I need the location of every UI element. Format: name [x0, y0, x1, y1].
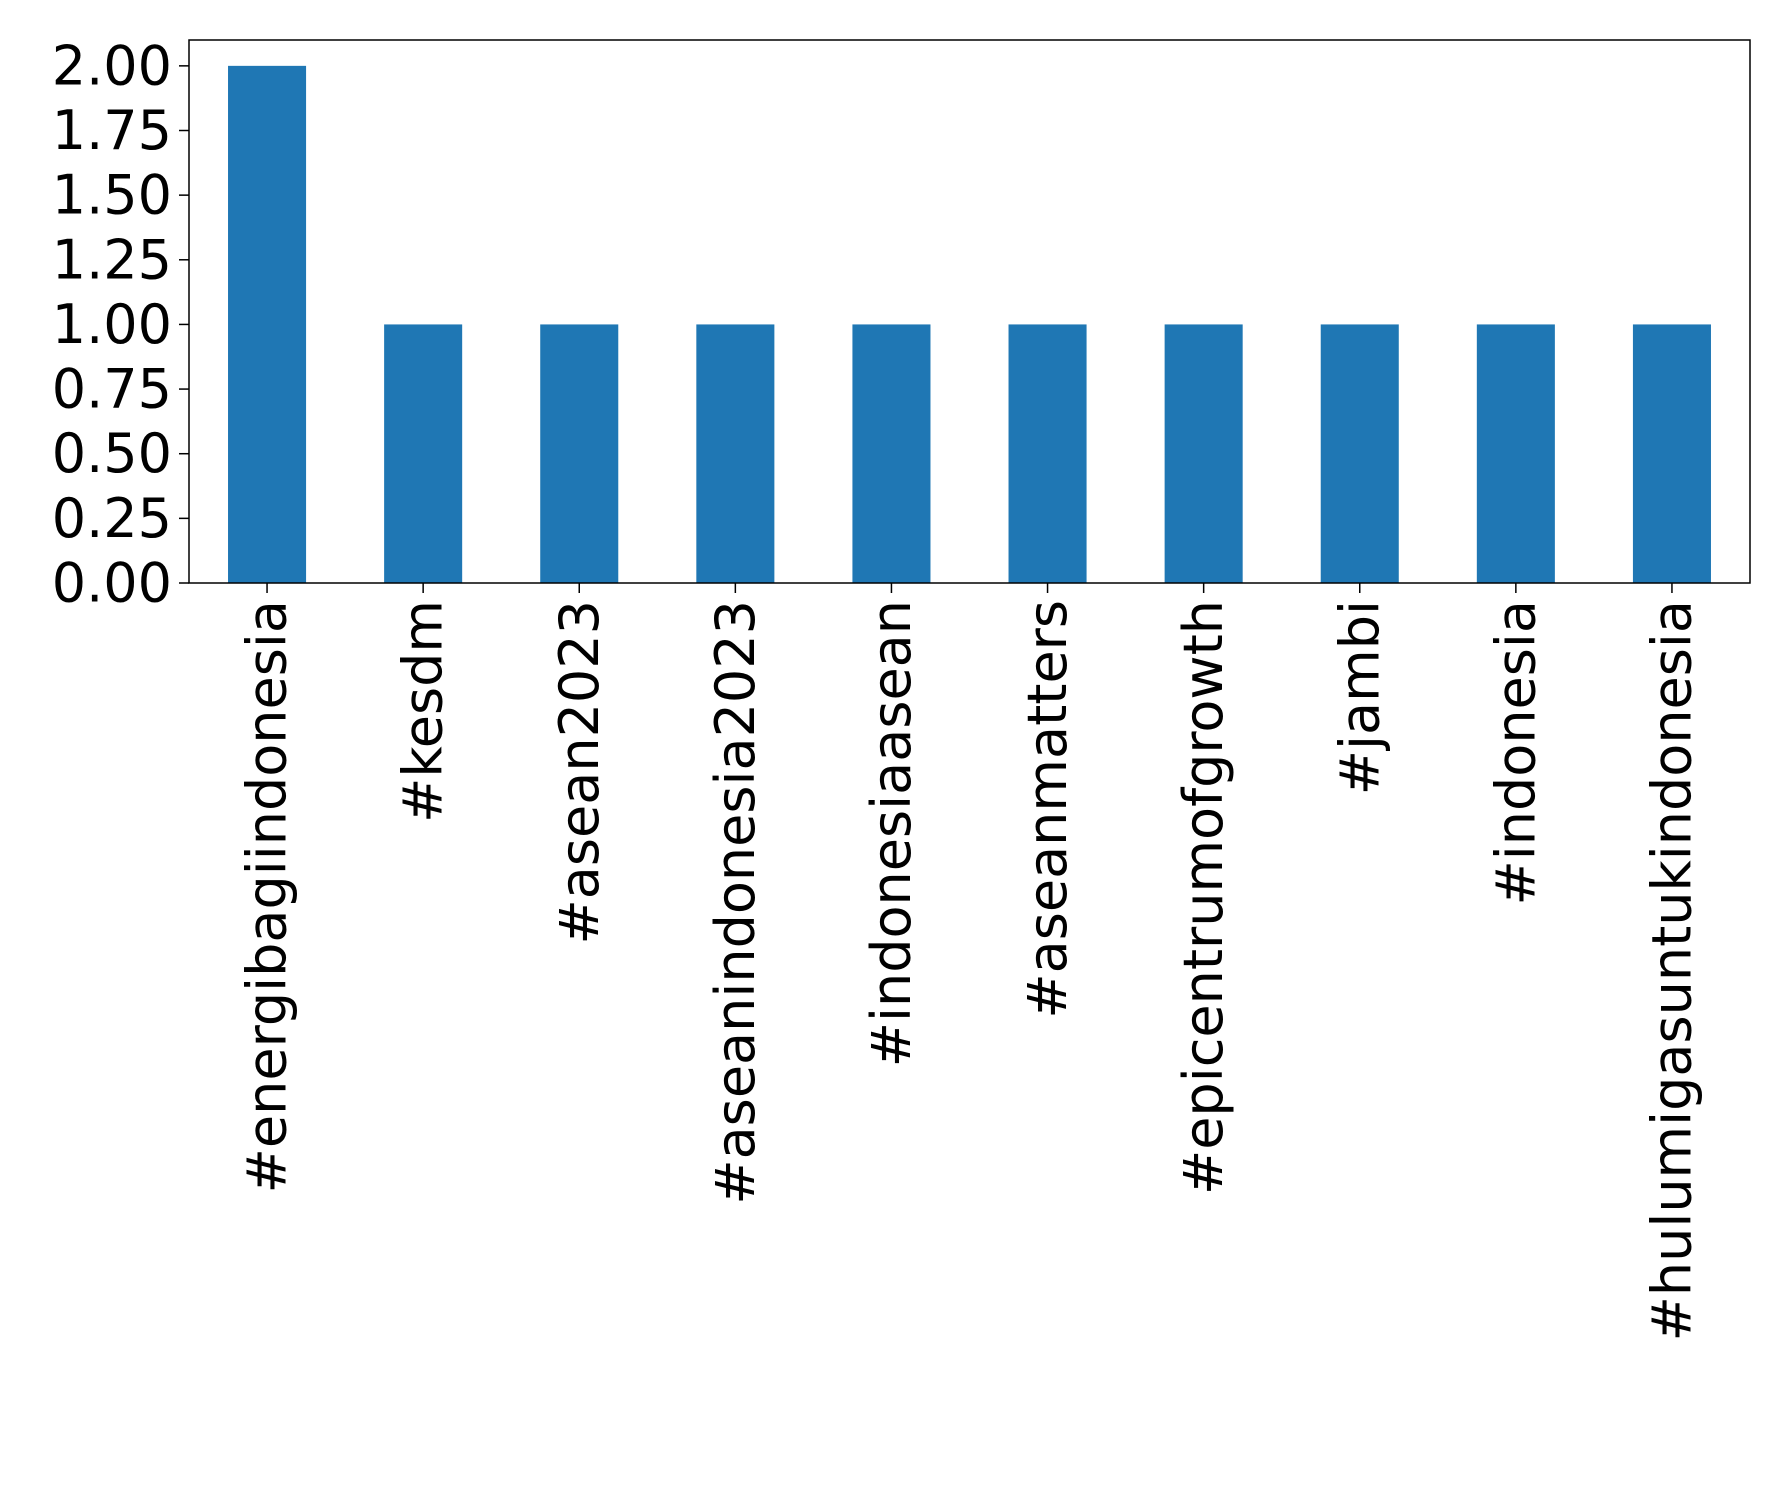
y-tick-label: 0.50	[52, 422, 172, 485]
bar	[228, 65, 307, 584]
bar	[1164, 324, 1243, 583]
y-tick-label: 1.75	[52, 99, 172, 162]
x-tick-label: #indonesiaasean	[860, 600, 923, 1067]
plot-frame	[188, 39, 1751, 584]
bar	[1008, 324, 1087, 583]
y-tick-label: 0.00	[52, 552, 172, 615]
bars-group	[228, 65, 1711, 584]
x-tick-label: #jambi	[1328, 600, 1391, 795]
x-tick-label: #asean2023	[548, 600, 611, 944]
y-tick-label: 1.25	[52, 228, 172, 291]
y-axis: 0.000.250.500.751.001.251.501.752.00	[52, 34, 189, 615]
bar	[1476, 324, 1555, 583]
y-tick-label: 0.75	[52, 358, 172, 421]
y-tick-label: 2.00	[52, 34, 172, 97]
y-tick-label: 0.25	[52, 487, 172, 550]
x-tick-label: #kesdm	[392, 600, 455, 823]
x-tick-label: #hulumigasuntukindonesia	[1640, 600, 1703, 1341]
bar	[696, 324, 775, 583]
bar	[540, 324, 619, 583]
x-tick-label: #aseanmatters	[1016, 600, 1079, 1019]
x-tick-label: #aseanindonesia2023	[704, 600, 767, 1205]
x-tick-label: #energibagiindonesia	[236, 600, 299, 1193]
x-axis: #energibagiindonesia #kesdm #asean2023 #ase…	[236, 583, 1703, 1341]
bar	[852, 324, 931, 583]
y-tick-label: 1.00	[52, 293, 172, 356]
bar	[1632, 324, 1711, 583]
bar	[1320, 324, 1399, 583]
x-tick-label: #indonesia	[1484, 600, 1547, 905]
y-tick-label: 1.50	[52, 164, 172, 227]
bar	[384, 324, 463, 583]
x-tick-label: #epicentrumofgrowth	[1172, 600, 1235, 1195]
